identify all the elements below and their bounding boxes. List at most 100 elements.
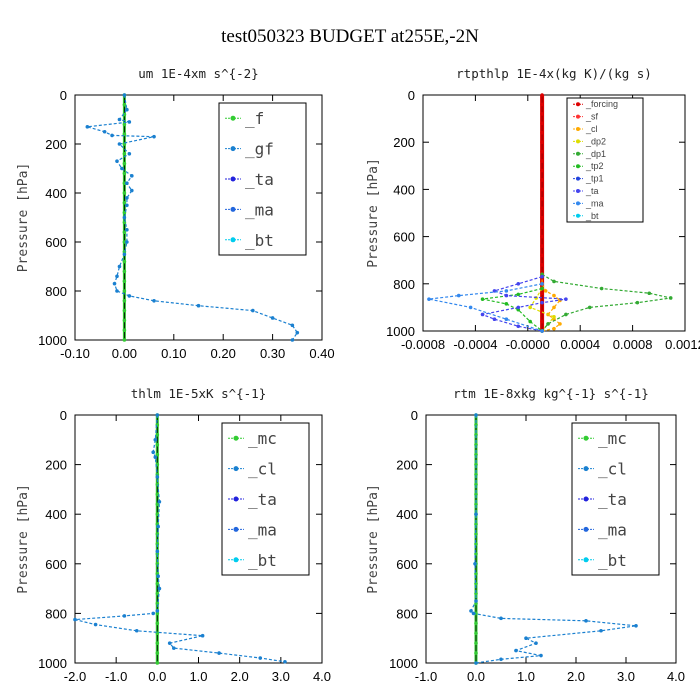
- data-point: [125, 203, 129, 208]
- y-tick-label: 0: [60, 408, 67, 423]
- data-point: [127, 294, 132, 298]
- legend-swatch-marker: [583, 526, 589, 532]
- data-point: [155, 492, 160, 497]
- data-point: [474, 621, 478, 626]
- legend-item: _ma: [225, 200, 274, 219]
- data-point: [584, 619, 588, 623]
- data-point: [155, 581, 160, 586]
- y-tick-label: 1000: [386, 324, 415, 339]
- data-point: [73, 617, 77, 622]
- data-point: [155, 549, 160, 554]
- legend-item: _mc: [228, 429, 277, 448]
- data-point: [120, 166, 124, 171]
- x-tick-label: 0.0012: [665, 337, 700, 352]
- data-point: [540, 234, 544, 239]
- data-point: [474, 472, 478, 477]
- data-point: [474, 542, 478, 546]
- x-tick-label: -1.0: [415, 669, 437, 684]
- legend-item: _ta: [228, 490, 277, 509]
- legend-swatch-marker: [233, 435, 239, 441]
- data-point: [122, 122, 127, 127]
- x-tick-label: 1.0: [189, 669, 207, 684]
- y-tick-label: 400: [396, 507, 418, 522]
- data-point: [125, 227, 129, 232]
- legend-label: _dp1: [585, 149, 606, 159]
- data-point: [217, 651, 221, 655]
- data-point: [564, 312, 568, 317]
- data-point: [85, 125, 90, 129]
- data-point: [122, 171, 127, 176]
- data-point: [599, 628, 603, 633]
- legend-swatch-marker: [230, 146, 236, 152]
- data-point: [540, 319, 544, 324]
- data-point: [528, 305, 532, 310]
- data-point: [539, 653, 543, 658]
- data-point: [270, 316, 275, 320]
- data-point: [516, 305, 521, 310]
- data-point: [110, 133, 114, 138]
- data-point: [540, 178, 544, 182]
- data-point: [196, 303, 201, 308]
- legend-label: _ta: [585, 186, 599, 196]
- data-point: [117, 264, 122, 269]
- series-line: [428, 283, 543, 332]
- data-point: [122, 132, 127, 136]
- data-point: [540, 159, 544, 163]
- y-tick-label: 400: [45, 507, 67, 522]
- data-point: [540, 282, 544, 286]
- data-point: [528, 319, 532, 324]
- data-point: [155, 442, 160, 447]
- legend-label: _bt: [585, 211, 599, 221]
- data-point: [115, 159, 119, 163]
- legend-item: _ta: [578, 490, 627, 509]
- x-tick-label: -0.10: [60, 346, 90, 361]
- x-tick-label: 4.0: [667, 669, 685, 684]
- data-point: [480, 297, 485, 301]
- data-point: [151, 611, 156, 616]
- data-point: [474, 442, 478, 447]
- y-tick-label: 800: [396, 606, 418, 621]
- legend-box: [566, 97, 644, 223]
- legend-swatch-marker: [576, 139, 580, 144]
- plot-frame: [422, 94, 686, 332]
- y-tick-label: 800: [45, 284, 67, 299]
- x-tick-label: 0.0004: [560, 337, 600, 352]
- legend-label: _gf: [245, 140, 274, 159]
- data-point: [540, 149, 544, 154]
- legend: _mc _cl _ta _ma _bt: [571, 422, 660, 576]
- data-point: [155, 433, 160, 437]
- series-line: [541, 273, 671, 332]
- x-tick-label: 3.0: [272, 669, 290, 684]
- legend-item: _mc: [578, 429, 627, 448]
- data-point: [153, 455, 158, 459]
- legend-label: _ma: [245, 200, 274, 219]
- legend-label: _bt: [248, 551, 277, 570]
- legend-swatch-marker: [230, 115, 236, 121]
- series-mc: [155, 413, 160, 665]
- data-point: [156, 574, 160, 578]
- x-tick-label: 0.0: [148, 669, 166, 684]
- legend-swatch-marker: [233, 557, 239, 563]
- data-point: [552, 326, 556, 331]
- legend-swatch-marker: [576, 164, 580, 169]
- data-point: [167, 641, 172, 645]
- data-point: [514, 648, 518, 653]
- y-tick-label: 600: [45, 235, 67, 250]
- data-point: [552, 279, 556, 284]
- data-point: [93, 622, 98, 627]
- y-tick-label: 800: [393, 277, 415, 292]
- data-point: [474, 599, 478, 603]
- data-point: [468, 305, 473, 310]
- legend-item: _gf: [225, 140, 274, 159]
- legend-label: _dp2: [585, 136, 606, 146]
- legend: _forcing _sf _cl _dp2 _dp1 _tp2 _tp1 _ta _ma _bt: [566, 97, 644, 223]
- data-point: [635, 300, 640, 305]
- data-point: [474, 522, 478, 526]
- data-point: [122, 191, 127, 195]
- data-point: [122, 269, 127, 274]
- data-point: [122, 259, 127, 264]
- data-point: [155, 413, 160, 417]
- data-point: [122, 299, 127, 303]
- data-point: [152, 299, 156, 303]
